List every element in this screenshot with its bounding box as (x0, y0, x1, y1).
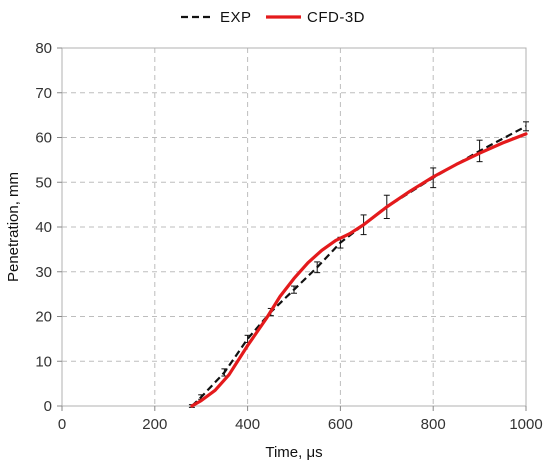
error-bar-exp-500 (291, 285, 297, 294)
y-tick-label-30: 30 (35, 264, 52, 281)
x-axis-label: Time, μs (265, 444, 322, 461)
error-bar-exp-550 (314, 261, 321, 274)
series-layer (188, 121, 529, 408)
y-tick-label-0: 0 (44, 398, 52, 415)
y-axis-ticks: 0 10 20 30 40 50 60 70 80 (35, 40, 62, 415)
y-tick-label-70: 70 (35, 85, 52, 102)
error-bar-exp-1000 (523, 121, 529, 132)
legend: EXP CFD-3D (181, 9, 365, 26)
y-tick-label-80: 80 (35, 40, 52, 57)
legend-label-exp: EXP (220, 9, 252, 26)
y-tick-label-10: 10 (35, 353, 52, 370)
y-tick-label-20: 20 (35, 309, 52, 326)
legend-label-cfd-3d: CFD-3D (307, 9, 365, 26)
y-tick-label-40: 40 (35, 219, 52, 236)
y-tick-label-60: 60 (35, 130, 52, 147)
x-tick-label-400: 400 (235, 416, 260, 433)
y-axis-label: Penetration, mm (5, 172, 22, 282)
series-line-cfd-3d (190, 132, 528, 408)
x-tick-label-200: 200 (142, 416, 167, 433)
y-tick-label-50: 50 (35, 174, 52, 191)
x-tick-label-800: 800 (421, 416, 446, 433)
error-bar-exp-900 (476, 139, 483, 163)
x-tick-label-600: 600 (328, 416, 353, 433)
x-axis-ticks: 0 200 400 600 800 1000 (58, 406, 543, 433)
x-tick-label-0: 0 (58, 416, 66, 433)
x-tick-label-1000: 1000 (509, 416, 542, 433)
